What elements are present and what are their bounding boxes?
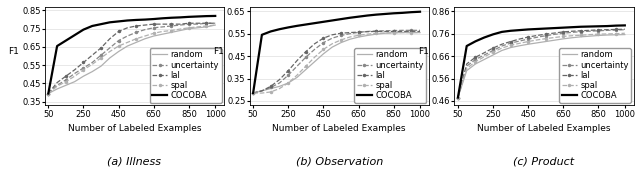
Y-axis label: F1: F1 bbox=[418, 47, 429, 56]
X-axis label: Number of Labeled Examples: Number of Labeled Examples bbox=[477, 124, 611, 133]
Legend: random, uncertainty, lal, spal, COCOBA: random, uncertainty, lal, spal, COCOBA bbox=[559, 48, 631, 103]
Legend: random, uncertainty, lal, spal, COCOBA: random, uncertainty, lal, spal, COCOBA bbox=[355, 48, 426, 103]
Legend: random, uncertainty, lal, spal, COCOBA: random, uncertainty, lal, spal, COCOBA bbox=[150, 48, 221, 103]
Y-axis label: F1: F1 bbox=[213, 47, 224, 56]
X-axis label: Number of Labeled Examples: Number of Labeled Examples bbox=[273, 124, 406, 133]
Text: (b) Observation: (b) Observation bbox=[296, 157, 383, 167]
X-axis label: Number of Labeled Examples: Number of Labeled Examples bbox=[68, 124, 201, 133]
Text: (a) Illness: (a) Illness bbox=[108, 157, 161, 167]
Text: (c) Product: (c) Product bbox=[513, 157, 575, 167]
Y-axis label: F1: F1 bbox=[8, 47, 19, 56]
